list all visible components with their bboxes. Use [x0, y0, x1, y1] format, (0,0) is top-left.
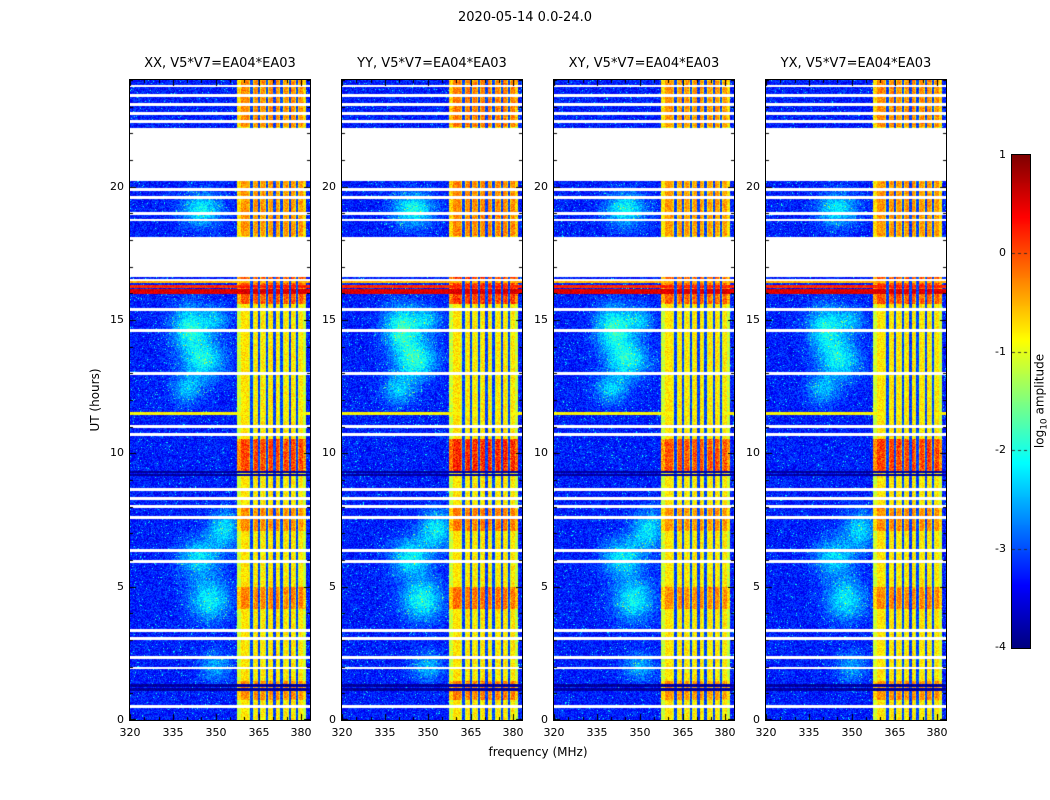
- colorbar-tick-label: 0: [999, 246, 1006, 259]
- y-tick-label: 15: [746, 313, 760, 326]
- x-tick-label: 380: [926, 726, 948, 739]
- y-tick-label: 0: [541, 713, 548, 726]
- y-tick-label: 20: [534, 180, 548, 193]
- y-tick-label: 5: [541, 580, 548, 593]
- panel-title-yy: YY, V5*V7=EA04*EA03: [357, 56, 507, 71]
- colorbar-label-sub: 10: [1039, 418, 1050, 430]
- colorbar-canvas: [1012, 155, 1030, 648]
- y-tick-label: 5: [117, 580, 124, 593]
- colorbar-tick-label: -1: [995, 345, 1006, 358]
- colorbar-tick-label: -2: [995, 443, 1006, 456]
- spectrogram-canvas-yy: [342, 80, 522, 720]
- x-tick-label: 320: [331, 726, 353, 739]
- colorbar-label-suffix: amplitude: [1032, 353, 1047, 419]
- y-tick-label: 20: [746, 180, 760, 193]
- x-axis-label: frequency (MHz): [488, 745, 588, 759]
- y-tick-label: 15: [110, 313, 124, 326]
- y-tick-label: 20: [110, 180, 124, 193]
- x-tick-label: 350: [417, 726, 439, 739]
- y-tick-label: 0: [753, 713, 760, 726]
- figure-title: 2020-05-14 0.0-24.0: [458, 10, 592, 25]
- x-tick-label: 365: [460, 726, 482, 739]
- panel-title-xy: XY, V5*V7=EA04*EA03: [568, 56, 720, 71]
- y-tick-label: 10: [534, 446, 548, 459]
- panel-title-xx: XX, V5*V7=EA04*EA03: [144, 56, 296, 71]
- x-tick-label: 335: [586, 726, 608, 739]
- colorbar-label: log10 amplitude: [1032, 354, 1049, 448]
- y-tick-label: 0: [117, 713, 124, 726]
- y-tick-label: 15: [534, 313, 548, 326]
- x-tick-label: 350: [205, 726, 227, 739]
- colorbar: [1011, 154, 1031, 649]
- colorbar-tick-label: 1: [999, 148, 1006, 161]
- y-tick-label: 10: [322, 446, 336, 459]
- y-tick-label: 20: [322, 180, 336, 193]
- y-tick-label: 0: [329, 713, 336, 726]
- spectrogram-panel-yy: [341, 79, 523, 721]
- colorbar-tick-label: -3: [995, 542, 1006, 555]
- colorbar-label-prefix: log: [1032, 429, 1047, 449]
- spectrogram-panel-yx: [765, 79, 947, 721]
- spectrogram-panel-xy: [553, 79, 735, 721]
- spectrogram-canvas-xx: [130, 80, 310, 720]
- x-tick-label: 365: [248, 726, 270, 739]
- panel-title-yx: YX, V5*V7=EA04*EA03: [780, 56, 932, 71]
- y-tick-label: 10: [746, 446, 760, 459]
- x-tick-label: 335: [374, 726, 396, 739]
- x-tick-label: 335: [798, 726, 820, 739]
- y-tick-label: 5: [753, 580, 760, 593]
- x-tick-label: 380: [714, 726, 736, 739]
- x-tick-label: 320: [119, 726, 141, 739]
- x-tick-label: 350: [841, 726, 863, 739]
- y-tick-label: 10: [110, 446, 124, 459]
- y-tick-label: 15: [322, 313, 336, 326]
- spectrogram-panel-xx: [129, 79, 311, 721]
- x-tick-label: 320: [543, 726, 565, 739]
- x-tick-label: 350: [629, 726, 651, 739]
- spectrogram-canvas-yx: [766, 80, 946, 720]
- y-axis-label: UT (hours): [88, 368, 102, 432]
- x-tick-label: 380: [290, 726, 312, 739]
- spectrogram-canvas-xy: [554, 80, 734, 720]
- x-tick-label: 365: [884, 726, 906, 739]
- x-tick-label: 320: [755, 726, 777, 739]
- x-tick-label: 380: [502, 726, 524, 739]
- y-tick-label: 5: [329, 580, 336, 593]
- x-tick-label: 335: [162, 726, 184, 739]
- colorbar-tick-label: -4: [995, 640, 1006, 653]
- x-tick-label: 365: [672, 726, 694, 739]
